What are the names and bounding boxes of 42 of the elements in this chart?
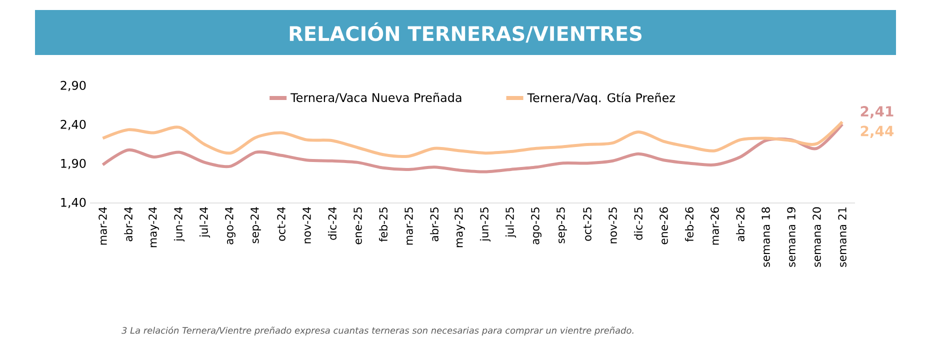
x-tick-label: jul-25 (505, 207, 516, 238)
data-label: 2,44 (860, 126, 894, 138)
x-tick-label: dic-24 (328, 207, 336, 240)
legend-label: Ternera/Vaca Nueva Preñada (290, 92, 462, 104)
x-tick-label: oct-24 (277, 207, 286, 241)
x-tick-label: mar-25 (404, 207, 413, 245)
y-tick-label: 2,90 (60, 80, 86, 92)
x-tick-label: nov-24 (302, 207, 311, 244)
x-tick-label: ene-26 (660, 207, 668, 244)
x-tick-label: semana 18 (762, 207, 770, 267)
x-tick-label: abr-25 (430, 207, 438, 242)
x-tick-label: feb-25 (379, 207, 388, 242)
x-tick-label: ago-25 (531, 207, 542, 244)
x-tick-label: may-24 (148, 207, 159, 248)
legend-label: Ternera/Vaq. Gtía Preñez (527, 92, 675, 105)
x-tick-label: feb-26 (685, 207, 694, 242)
x-tick-label: mar-24 (98, 207, 107, 245)
x-tick-label: mar-26 (710, 207, 719, 245)
x-tick-label: sep-24 (250, 207, 261, 244)
y-tick-label: 1,90 (61, 158, 86, 170)
x-tick-label: abr-26 (736, 207, 745, 242)
x-tick-label: jun-24 (174, 207, 185, 242)
x-tick-label: semana 21 (838, 208, 846, 267)
x-tick-label: dic-25 (634, 207, 642, 240)
x-tick-label: jun-25 (480, 207, 491, 242)
x-tick-label: nov-25 (608, 207, 617, 244)
x-tick-label: ene-25 (354, 207, 362, 244)
y-tick-label: 2,40 (60, 120, 86, 130)
x-tick-label: semana 19 (787, 207, 796, 267)
chart-title: RELACIÓN TERNERAS/VIENTRES (290, 22, 642, 43)
x-tick-label: jul-24 (199, 207, 210, 238)
line-series (101, 120, 844, 158)
x-tick-label: abr-24 (124, 207, 132, 242)
x-tick-label: semana 20 (812, 207, 821, 267)
x-tick-label: may-25 (454, 207, 465, 248)
x-tick-label: sep-25 (556, 207, 567, 244)
y-tick-label: 1,40 (61, 198, 86, 208)
line-series (101, 122, 844, 174)
x-tick-label: ago-24 (225, 207, 236, 244)
text: 3 La relación Ternera/Vientre preñado expresa cuantas terneras son necesarias para comprar un vientre preñado. (122, 326, 634, 336)
x-tick-label: oct-25 (583, 207, 592, 241)
data-label: 2,41 (860, 106, 894, 118)
